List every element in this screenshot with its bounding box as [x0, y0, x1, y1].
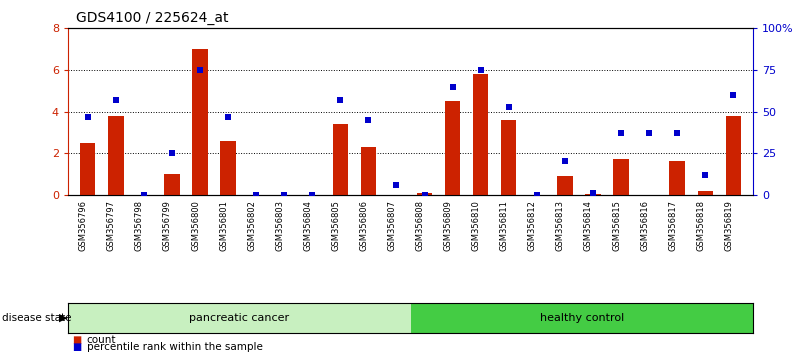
Bar: [670, 161, 685, 195]
Text: GSM356812: GSM356812: [528, 200, 537, 251]
Text: healthy control: healthy control: [540, 313, 624, 323]
Text: pancreatic cancer: pancreatic cancer: [189, 313, 289, 323]
Text: GSM356818: GSM356818: [696, 200, 705, 251]
Point: [586, 190, 599, 196]
Text: GSM356801: GSM356801: [219, 200, 228, 251]
Bar: [698, 190, 713, 195]
Point: [502, 104, 515, 109]
Text: GSM356808: GSM356808: [416, 200, 425, 251]
Text: GSM356817: GSM356817: [668, 200, 677, 251]
Text: GSM356806: GSM356806: [360, 200, 368, 251]
Point: [418, 192, 431, 198]
Text: disease state: disease state: [2, 313, 71, 323]
Bar: [586, 194, 601, 195]
Text: GSM356807: GSM356807: [388, 200, 396, 251]
Point: [670, 130, 683, 136]
Text: GSM356810: GSM356810: [472, 200, 481, 251]
Text: GSM356813: GSM356813: [556, 200, 565, 251]
Point: [698, 172, 711, 178]
Text: GSM356798: GSM356798: [135, 200, 144, 251]
Point: [334, 97, 347, 103]
Point: [474, 67, 487, 73]
Point: [642, 130, 655, 136]
Text: GSM356803: GSM356803: [276, 200, 284, 251]
Bar: [68, 303, 410, 333]
Bar: [80, 143, 95, 195]
Bar: [410, 303, 753, 333]
Text: GSM356815: GSM356815: [612, 200, 621, 251]
Text: GSM356797: GSM356797: [107, 200, 116, 251]
Text: GDS4100 / 225624_at: GDS4100 / 225624_at: [76, 11, 228, 25]
Bar: [220, 141, 235, 195]
Text: GSM356802: GSM356802: [248, 200, 256, 251]
Text: GSM356814: GSM356814: [584, 200, 593, 251]
Text: GSM356804: GSM356804: [304, 200, 312, 251]
Text: GSM356799: GSM356799: [163, 200, 172, 251]
Bar: [445, 101, 461, 195]
Text: GSM356816: GSM356816: [640, 200, 649, 251]
Bar: [501, 120, 517, 195]
Point: [614, 130, 627, 136]
Bar: [726, 116, 741, 195]
Bar: [332, 124, 348, 195]
Point: [727, 92, 739, 98]
Bar: [473, 74, 489, 195]
Text: GSM356800: GSM356800: [191, 200, 200, 251]
Point: [110, 97, 123, 103]
Point: [82, 114, 95, 119]
Point: [166, 150, 179, 156]
Text: ■: ■: [72, 342, 82, 352]
Point: [138, 192, 151, 198]
Bar: [557, 176, 573, 195]
Point: [278, 192, 291, 198]
Text: GSM356819: GSM356819: [724, 200, 733, 251]
Text: GSM356796: GSM356796: [78, 200, 88, 251]
Point: [222, 114, 235, 119]
Bar: [417, 193, 433, 195]
Text: percentile rank within the sample: percentile rank within the sample: [87, 342, 263, 352]
Point: [250, 192, 263, 198]
Bar: [192, 49, 207, 195]
Point: [446, 84, 459, 89]
Text: GSM356805: GSM356805: [332, 200, 340, 251]
Point: [194, 67, 207, 73]
Point: [362, 117, 375, 123]
Bar: [164, 174, 179, 195]
Point: [390, 182, 403, 188]
Text: GSM356809: GSM356809: [444, 200, 453, 251]
Text: ■: ■: [72, 335, 82, 345]
Text: ▶: ▶: [59, 313, 67, 323]
Text: count: count: [87, 335, 116, 345]
Text: GSM356811: GSM356811: [500, 200, 509, 251]
Point: [530, 192, 543, 198]
Bar: [108, 116, 123, 195]
Bar: [614, 159, 629, 195]
Point: [306, 192, 319, 198]
Point: [558, 159, 571, 164]
Bar: [360, 147, 376, 195]
